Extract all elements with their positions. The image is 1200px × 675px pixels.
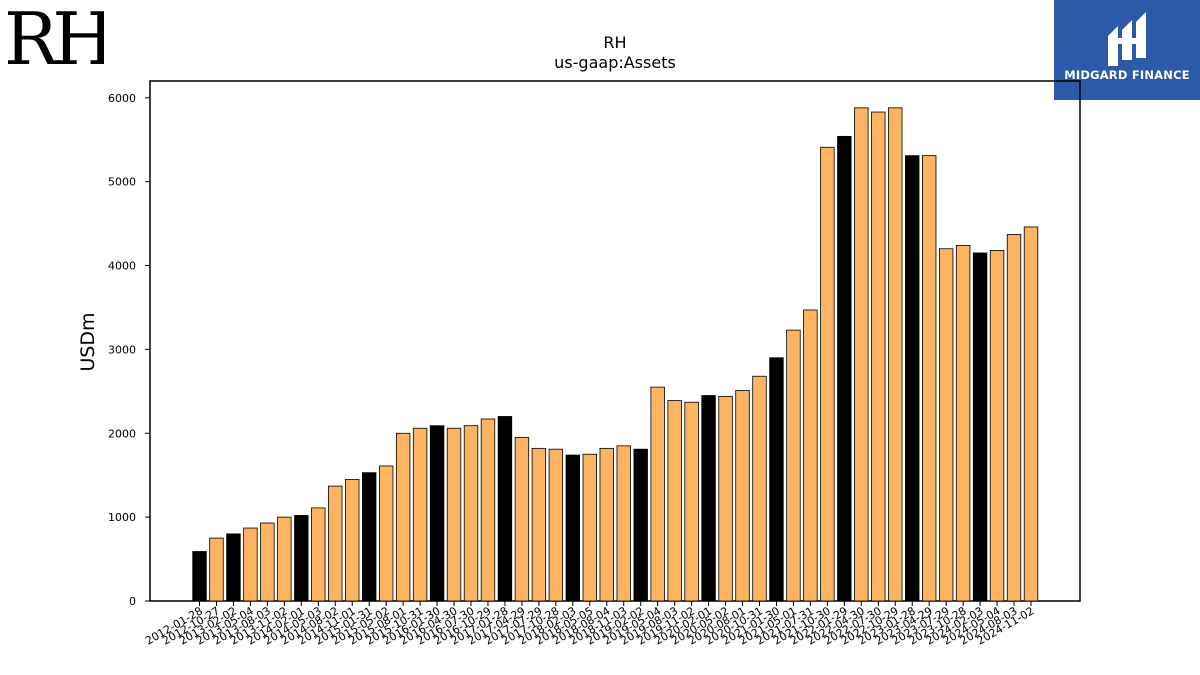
bar-2024-11-02	[1023, 226, 1039, 602]
bar-2022-01-29	[837, 135, 852, 602]
bar-2019-11-02	[684, 401, 699, 602]
bar-2015-08-01	[395, 432, 411, 602]
y-tick-label: 3000	[108, 343, 136, 356]
bar-2016-10-29	[480, 418, 496, 602]
bar-2017-01-28	[497, 416, 513, 602]
bar-2024-05-04	[989, 250, 1005, 602]
bar-2018-11-03	[616, 445, 631, 602]
bar-2019-08-03	[667, 400, 682, 602]
bar-2021-10-30	[820, 146, 835, 602]
bar-2013-11-02	[277, 516, 292, 602]
bar-2020-08-01	[735, 390, 750, 602]
bar-2022-10-29	[888, 107, 903, 602]
y-tick-label: 2000	[108, 427, 136, 440]
bar-2022-04-30	[854, 107, 869, 602]
bar-2014-08-02	[328, 485, 343, 602]
bar-2018-05-05	[582, 453, 597, 602]
bar-2023-10-28	[955, 244, 971, 602]
bar-2014-05-03	[311, 507, 326, 602]
y-tick-label: 5000	[108, 176, 136, 189]
rh-logo-text: RH	[4, 2, 104, 70]
bar-2021-05-01	[786, 329, 801, 602]
midgard-finance-logo: MIDGARD FINANCE	[1054, 0, 1200, 100]
bar-2016-01-30	[429, 425, 445, 602]
y-tick-label: 0	[129, 595, 136, 608]
bar-2020-10-31	[752, 375, 767, 602]
bar-2023-01-28	[905, 155, 920, 602]
bar-2020-02-01	[701, 395, 716, 602]
bar-2013-02-02	[226, 533, 241, 602]
bar-2021-07-31	[803, 309, 818, 602]
rh-logo: RH	[4, 0, 117, 81]
bar-2017-07-29	[531, 447, 547, 602]
x-ticks-group: 2012-01-282012-10-272013-02-022013-05-04…	[143, 601, 1037, 648]
bar-2021-01-30	[769, 357, 784, 602]
bar-2015-05-02	[378, 465, 394, 602]
bar-2016-04-30	[446, 427, 462, 602]
bar-2017-04-29	[514, 437, 530, 602]
y-tick-label: 6000	[108, 92, 136, 105]
bar-2015-01-31	[362, 472, 377, 602]
midgard-emblem-icon	[1108, 12, 1146, 66]
bar-2013-05-04	[243, 527, 258, 602]
chart-subtitle: us-gaap:Assets	[554, 53, 676, 72]
bar-2023-07-29	[938, 248, 954, 602]
bar-2022-07-30	[871, 111, 886, 602]
bar-2019-05-04	[650, 386, 665, 602]
bar-2023-04-29	[922, 155, 937, 602]
chart-title: RH	[603, 33, 626, 52]
bar-2017-10-28	[548, 448, 564, 602]
midgard-finance-label: MIDGARD FINANCE	[1064, 68, 1190, 82]
y-tick-label: 1000	[108, 511, 136, 524]
bar-2012-10-27	[209, 537, 224, 602]
bar-2015-10-31	[412, 427, 428, 602]
y-axis-label: USDm	[77, 312, 99, 371]
bar-2016-07-30	[463, 425, 479, 602]
y-tick-label: 4000	[108, 260, 136, 273]
rh-logo-mark: RH	[4, 0, 117, 81]
bar-2012-01-28	[192, 551, 207, 602]
y-ticks-group: 0 1000 2000 3000 4000 5000 6000	[108, 92, 150, 608]
bar-2018-08-04	[599, 447, 614, 602]
bar-2019-02-02	[633, 448, 648, 602]
bar-2014-02-01	[294, 515, 309, 602]
bar-2020-05-02	[718, 395, 733, 602]
bar-2014-11-01	[345, 478, 360, 602]
bar-2024-08-03	[1006, 234, 1022, 602]
bar-2018-02-03	[565, 454, 581, 602]
plot-frame	[149, 80, 1081, 602]
bar-2024-02-03	[972, 252, 988, 602]
bars-group	[192, 107, 1039, 602]
bar-2013-08-03	[260, 522, 275, 602]
